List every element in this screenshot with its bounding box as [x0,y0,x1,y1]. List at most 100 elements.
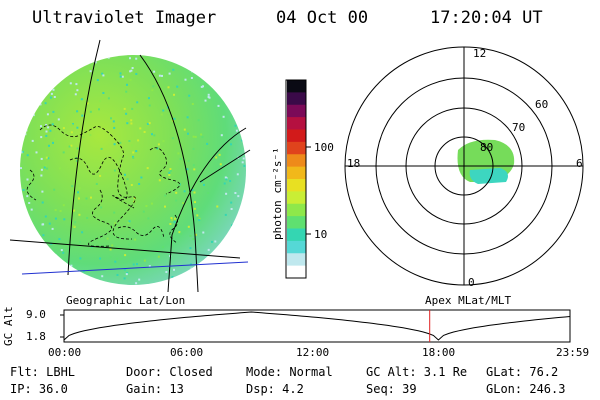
colorbar-band [287,129,306,143]
emission-pixel [239,251,242,254]
emission-pixel [192,238,195,241]
xtick-label-1800: 18:00 [422,346,456,359]
emission-pixel [202,85,204,88]
emission-pixel [128,140,131,142]
emission-pixel [153,134,156,137]
emission-pixel [31,257,34,260]
emission-pixel [219,163,222,166]
emission-pixel [62,127,65,130]
emission-pixel [129,78,132,81]
emission-pixel [227,275,230,278]
colorbar-band [287,191,306,205]
emission-pixel [25,129,28,132]
gain-info: Gain: 13 [126,382,184,396]
emission-pixel [243,206,246,209]
emission-pixel [198,283,200,285]
emission-pixel [190,267,193,270]
geographic-grid [9,39,251,292]
emission-pixel [207,192,210,194]
emission-pixel [20,107,23,110]
emission-pixel [101,72,104,75]
emission-pixel [74,221,77,224]
emission-pixel [54,217,57,220]
emission-pixel [192,164,195,167]
emission-pixel [148,97,150,100]
colorbar-label-10: 10 [314,228,328,241]
emission-pixel [146,167,149,170]
emission-pixel [151,89,154,92]
emission-pixel [134,238,137,241]
emission-pixel [133,197,136,199]
emission-pixel [168,174,171,176]
emission-pixel [21,150,24,153]
emission-pixel [126,156,128,159]
emission-pixel [114,260,117,263]
emission-pixel [37,80,40,83]
emission-pixel [125,273,128,276]
emission-pixel [73,209,76,212]
emission-pixel [113,126,116,129]
mlat-label-70: 70 [512,121,526,134]
emission-pixel [169,170,172,172]
emission-pixel [26,103,28,106]
emission-pixel [24,133,27,136]
xtick-label-0000: 00:00 [48,346,82,359]
emission-pixel [178,183,181,186]
emission-pixel [106,237,109,240]
emission-pixel [238,238,241,241]
emission-pixel [189,263,192,266]
emission-pixel [73,111,75,114]
emission-pixel [52,141,54,144]
polar-plot [344,46,584,286]
emission-pixel [175,191,178,194]
emission-pixel [220,273,223,275]
colorbar-band [287,203,306,217]
emission-pixel [62,204,65,207]
terminator-line [21,261,249,275]
mlt-label-6: 6 [576,157,583,170]
emission-pixel [84,55,87,57]
emission-pixel [193,207,196,210]
emission-pixel [172,68,175,71]
emission-pixel [150,202,153,205]
mlt-label-12: 12 [473,47,487,60]
emission-pixel [86,102,89,105]
mlat-label-60: 60 [535,98,549,111]
emission-pixel [63,218,66,221]
emission-pixel [70,131,73,134]
emission-pixel [42,223,45,226]
emission-pixel [148,104,151,107]
emission-pixel [220,134,223,137]
emission-pixel [75,66,78,69]
emission-pixel [20,197,23,200]
emission-pixel [50,242,53,245]
emission-pixel [127,221,130,224]
emission-pixel [82,136,85,139]
emission-pixel [151,133,153,136]
emission-pixel [124,254,127,257]
emission-pixel [74,93,77,96]
colorbar-frame [285,79,307,279]
emission-pixel [20,167,22,170]
emission-pixel [176,85,179,88]
emission-pixel [126,178,129,181]
emission-pixel [243,164,246,167]
emission-pixel [20,101,23,104]
glat-info: GLat: 76.2 [486,365,559,379]
emission-pixel [202,231,205,234]
emission-pixel [109,248,112,251]
emission-pixel [231,224,233,227]
emission-pixel [164,205,166,208]
emission-pixel [44,91,47,94]
emission-pixel [76,110,79,113]
emission-pixel [58,238,61,241]
emission-pixel [85,197,88,200]
emission-pixel [213,264,216,267]
emission-pixel [47,82,50,85]
emission-pixel [110,117,112,120]
emission-pixel [209,274,212,277]
colorbar-band [287,92,306,106]
emission-pixel [75,271,77,274]
emission-pixel [38,268,40,270]
emission-pixel [31,139,34,142]
